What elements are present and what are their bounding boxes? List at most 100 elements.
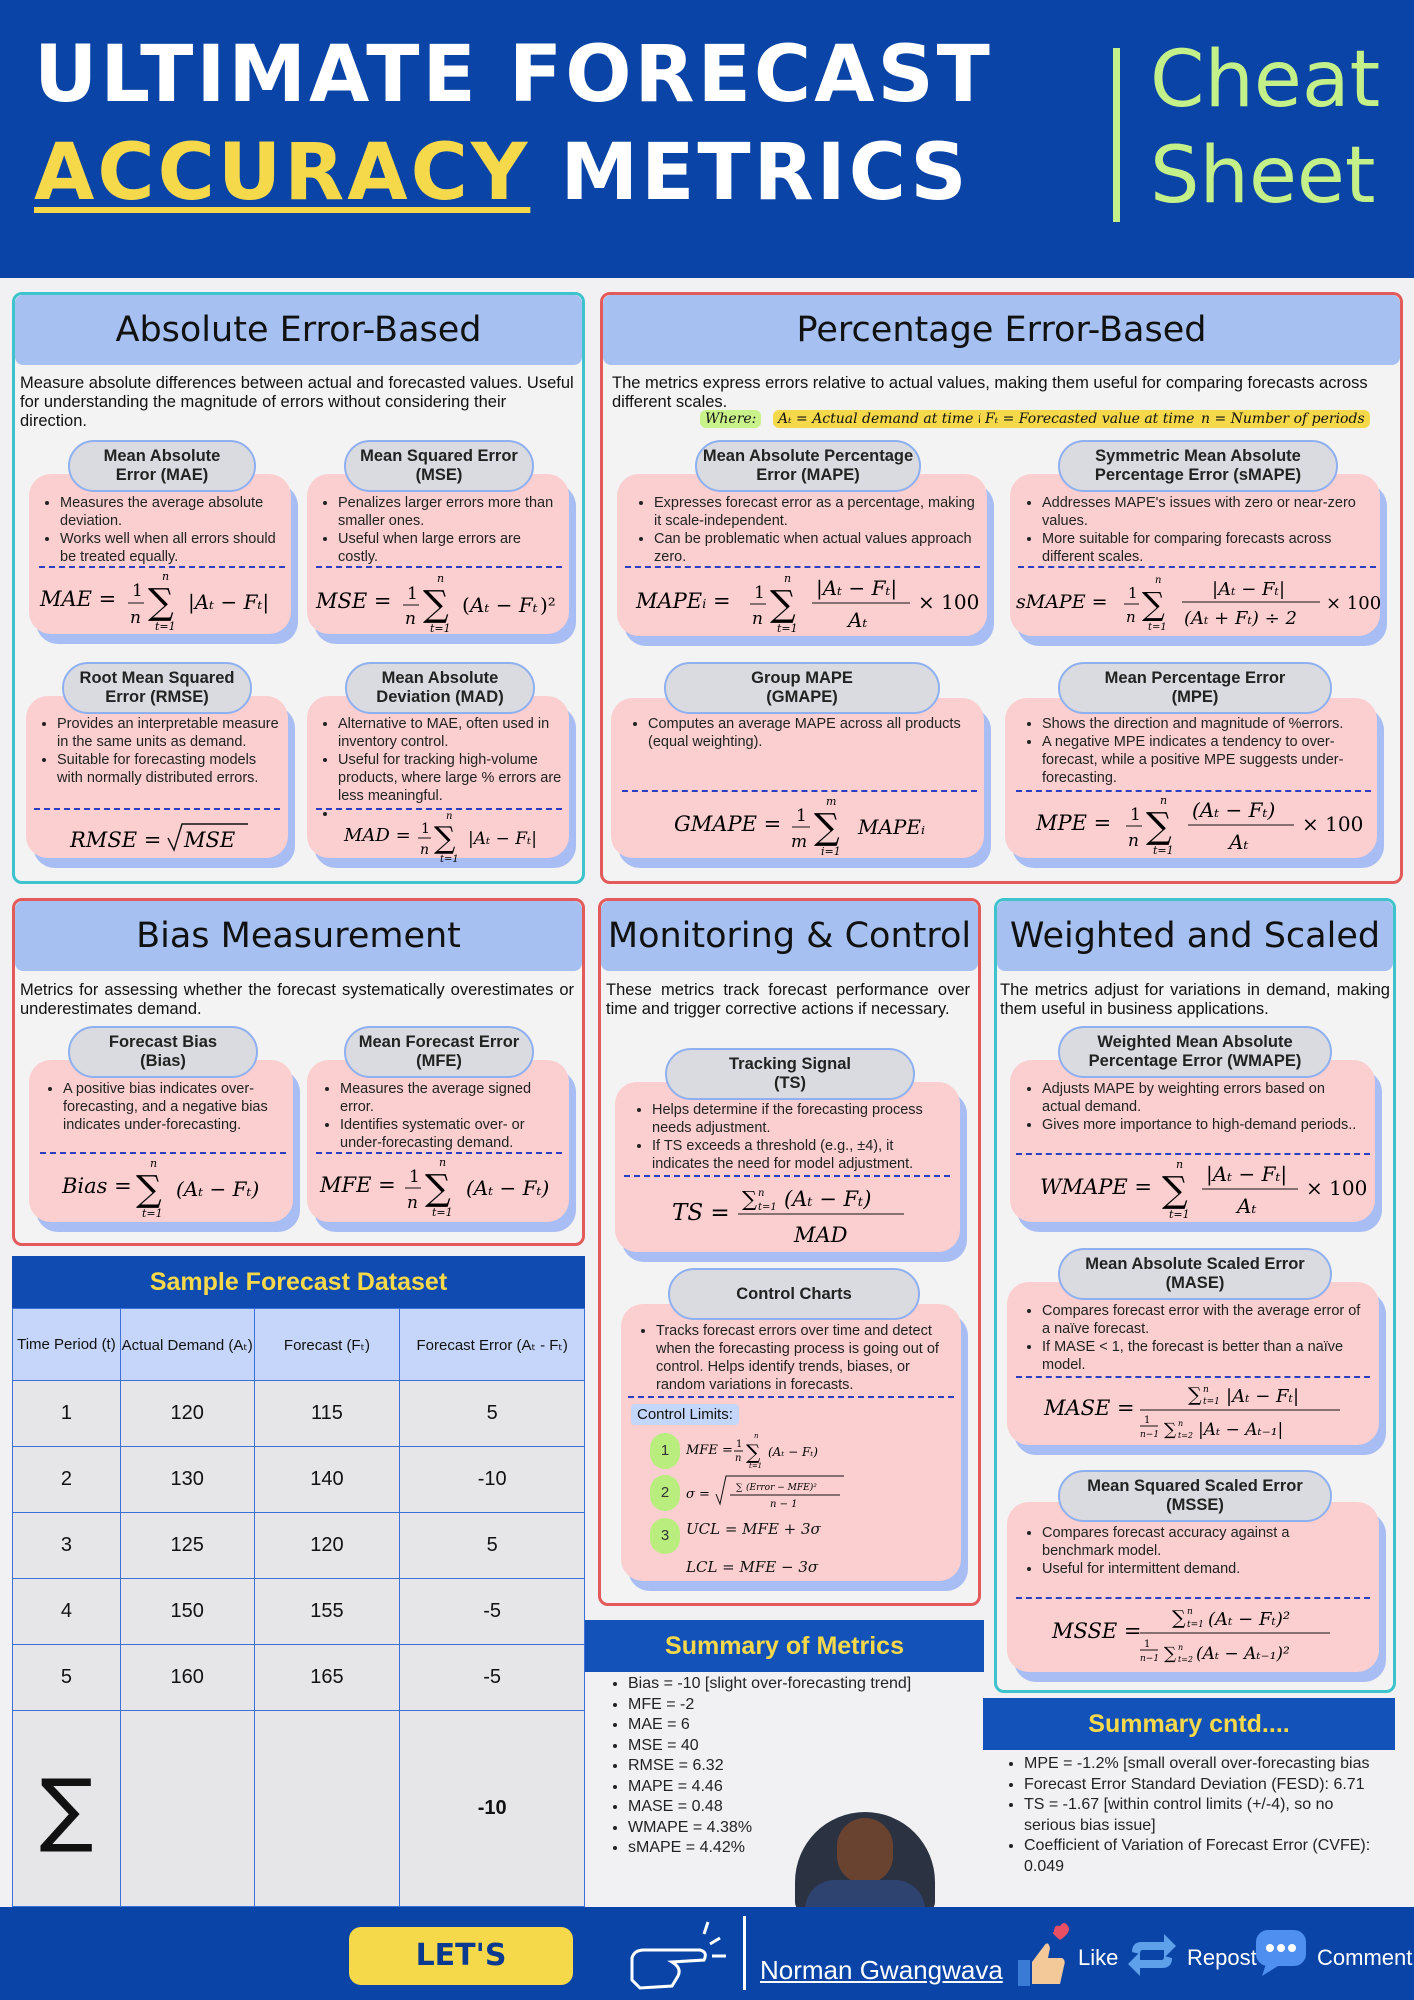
svg-text:sMAPE =: sMAPE = bbox=[1016, 591, 1108, 613]
author-photo bbox=[795, 1812, 935, 1912]
svg-text:t=1: t=1 bbox=[440, 854, 459, 865]
col-time-period: Time Period (t) bbox=[12, 1308, 121, 1381]
mpe-divider bbox=[1016, 790, 1371, 792]
svg-text:MAPEᵢ =: MAPEᵢ = bbox=[635, 589, 731, 613]
mad-formula: MAD = 1 n ∑ n t=1 |Aₜ − Fₜ| bbox=[343, 810, 554, 865]
svg-text:n: n bbox=[758, 1188, 764, 1199]
fb-card bbox=[29, 1060, 293, 1222]
mad-card bbox=[307, 696, 569, 858]
svg-text:t=1: t=1 bbox=[155, 620, 176, 633]
svg-text:|Aₜ − Fₜ|: |Aₜ − Fₜ| bbox=[816, 576, 897, 601]
svg-text:t=2: t=2 bbox=[1178, 1655, 1193, 1664]
svg-text:n: n bbox=[446, 811, 452, 822]
svg-text:t=1: t=1 bbox=[430, 622, 451, 635]
cc-bullets: Tracks forecast errors over time and det… bbox=[638, 1322, 952, 1394]
svg-text:∑: ∑ bbox=[736, 1483, 743, 1493]
summary2-list: MPE = -1.2% [small overall over-forecast… bbox=[1004, 1754, 1384, 1877]
author-name[interactable]: Norman Gwangwava bbox=[760, 1955, 1003, 1985]
wmape-formula: WMAPE = ∑ n t=1 |Aₜ − Fₜ| Aₜ × 100 bbox=[1040, 1154, 1370, 1222]
mase-bullets: Compares forecast error with the average… bbox=[1024, 1302, 1369, 1374]
svg-text:× 100: × 100 bbox=[1326, 593, 1381, 614]
where-forecast: Fₜ = Forecasted value at time t bbox=[980, 410, 1210, 428]
comment-label[interactable]: Comment bbox=[1317, 1945, 1413, 1970]
mpe-card bbox=[1005, 698, 1377, 858]
svg-text:|Aₜ − Fₜ|: |Aₜ − Fₜ| bbox=[1212, 579, 1285, 600]
svg-text:n: n bbox=[1178, 1643, 1183, 1652]
bias-desc: Metrics for assessing whether the foreca… bbox=[20, 981, 574, 1018]
svg-text:MAPEᵢ: MAPEᵢ bbox=[857, 815, 925, 839]
svg-text:∑: ∑ bbox=[1188, 1384, 1202, 1406]
msse-bullets: Compares forecast accuracy against a ben… bbox=[1024, 1524, 1364, 1578]
title-line-2: ACCURACY METRICS bbox=[34, 128, 970, 218]
svg-text:1: 1 bbox=[1130, 805, 1141, 825]
table-row: 1 120 115 5 bbox=[12, 1379, 585, 1448]
percentage-desc: The metrics express errors relative to a… bbox=[612, 374, 1368, 411]
col-forecast: Forecast (Fₜ) bbox=[253, 1308, 401, 1381]
absolute-desc: Measure absolute differences between act… bbox=[20, 374, 574, 430]
ucl-formula: UCL = MFE + 3σ bbox=[686, 1520, 821, 1538]
svg-text:t=1: t=1 bbox=[1203, 1397, 1220, 1407]
like-label[interactable]: Like bbox=[1078, 1945, 1119, 1970]
svg-text:t=1: t=1 bbox=[1153, 844, 1174, 857]
svg-text:(Error − MFE)²: (Error − MFE)² bbox=[746, 1482, 817, 1493]
mape-divider bbox=[625, 566, 980, 568]
svg-text:MASE =: MASE = bbox=[1043, 1396, 1135, 1420]
mse-name: Mean Squared Error (MSE) bbox=[344, 440, 534, 492]
cl-mfe-formula: MFE = 1 n ∑ n t=1 (Aₜ − Fₜ) bbox=[685, 1428, 856, 1474]
mse-divider bbox=[316, 566, 562, 568]
svg-text:n: n bbox=[162, 570, 169, 583]
where-actual: Aₜ = Actual demand at time t bbox=[773, 410, 989, 428]
svg-text:∑: ∑ bbox=[423, 584, 449, 625]
svg-text:(Aₜ − Fₜ): (Aₜ − Fₜ) bbox=[176, 1177, 259, 1201]
mfe-divider bbox=[316, 1152, 562, 1154]
svg-text:n: n bbox=[150, 1157, 157, 1170]
svg-text:n: n bbox=[1176, 1158, 1183, 1171]
svg-text:(Aₜ − Fₜ)²: (Aₜ − Fₜ)² bbox=[1208, 1609, 1290, 1630]
smape-divider bbox=[1018, 566, 1376, 568]
svg-text:n: n bbox=[1203, 1385, 1209, 1395]
mape-card bbox=[617, 474, 987, 636]
table-row: 4 150 155 -5 bbox=[12, 1578, 585, 1646]
svg-text:1: 1 bbox=[1128, 584, 1138, 602]
msse-divider bbox=[1016, 1597, 1370, 1599]
mase-divider bbox=[1016, 1376, 1370, 1378]
svg-text:1: 1 bbox=[796, 806, 807, 826]
svg-text:n−1: n−1 bbox=[1140, 1430, 1159, 1440]
monitoring-desc: These metrics track forecast performance… bbox=[606, 981, 970, 1018]
ts-card bbox=[615, 1082, 960, 1252]
comment-icon[interactable] bbox=[1252, 1926, 1310, 1978]
fb-divider bbox=[40, 1152, 286, 1154]
mfe-formula: MFE = 1 n ∑ n t=1 (Aₜ − Fₜ) bbox=[319, 1152, 565, 1220]
svg-text:1: 1 bbox=[1144, 1639, 1150, 1650]
repost-label[interactable]: Repost bbox=[1187, 1945, 1257, 1970]
mape-formula: MAPEᵢ = 1 n ∑ n t=1 |Aₜ − Fₜ| Aₜ × 100 bbox=[635, 570, 979, 636]
svg-text:MPE =: MPE = bbox=[1035, 811, 1111, 835]
where-label: Where: bbox=[700, 410, 762, 428]
svg-text:t=1: t=1 bbox=[1187, 1620, 1204, 1630]
step-1-badge: 1 bbox=[650, 1433, 680, 1469]
svg-text:Aₜ: Aₜ bbox=[846, 608, 867, 632]
svg-text:n: n bbox=[439, 1156, 446, 1169]
dataset-table: Time Period (t) Actual Demand (Aₜ) Forec… bbox=[12, 1308, 585, 1907]
step-3-badge: 3 bbox=[650, 1518, 680, 1554]
rmse-divider bbox=[34, 808, 280, 810]
svg-text:|Aₜ − Aₜ₋₁|: |Aₜ − Aₜ₋₁| bbox=[1198, 1420, 1283, 1440]
svg-text:n: n bbox=[735, 1453, 741, 1464]
svg-text:(Aₜ − Fₜ): (Aₜ − Fₜ) bbox=[784, 1187, 871, 1211]
mae-bullets: Measures the average absolute deviation.… bbox=[42, 494, 288, 566]
svg-text:∑: ∑ bbox=[1164, 1420, 1176, 1440]
svg-text:MFE =: MFE = bbox=[685, 1443, 733, 1458]
repost-icon[interactable] bbox=[1126, 1930, 1178, 1980]
mape-bullets: Expresses forecast error as a percentage… bbox=[636, 494, 976, 566]
fb-name: Forecast Bias (Bias) bbox=[68, 1026, 258, 1078]
mse-bullets: Penalizes larger errors more than smalle… bbox=[320, 494, 560, 566]
svg-text:∑: ∑ bbox=[1146, 806, 1172, 847]
table-row: 5 160 165 -5 bbox=[12, 1644, 585, 1712]
svg-text:∑: ∑ bbox=[742, 1187, 757, 1211]
control-limits-label: Control Limits: bbox=[631, 1404, 739, 1425]
svg-text:n: n bbox=[405, 609, 416, 629]
msse-name: Mean Squared Scaled Error (MSSE) bbox=[1058, 1470, 1332, 1522]
like-icon[interactable] bbox=[1010, 1920, 1070, 1990]
svg-text:n: n bbox=[420, 842, 429, 858]
connect-button[interactable]: LET'S CONNECT bbox=[349, 1927, 573, 2000]
